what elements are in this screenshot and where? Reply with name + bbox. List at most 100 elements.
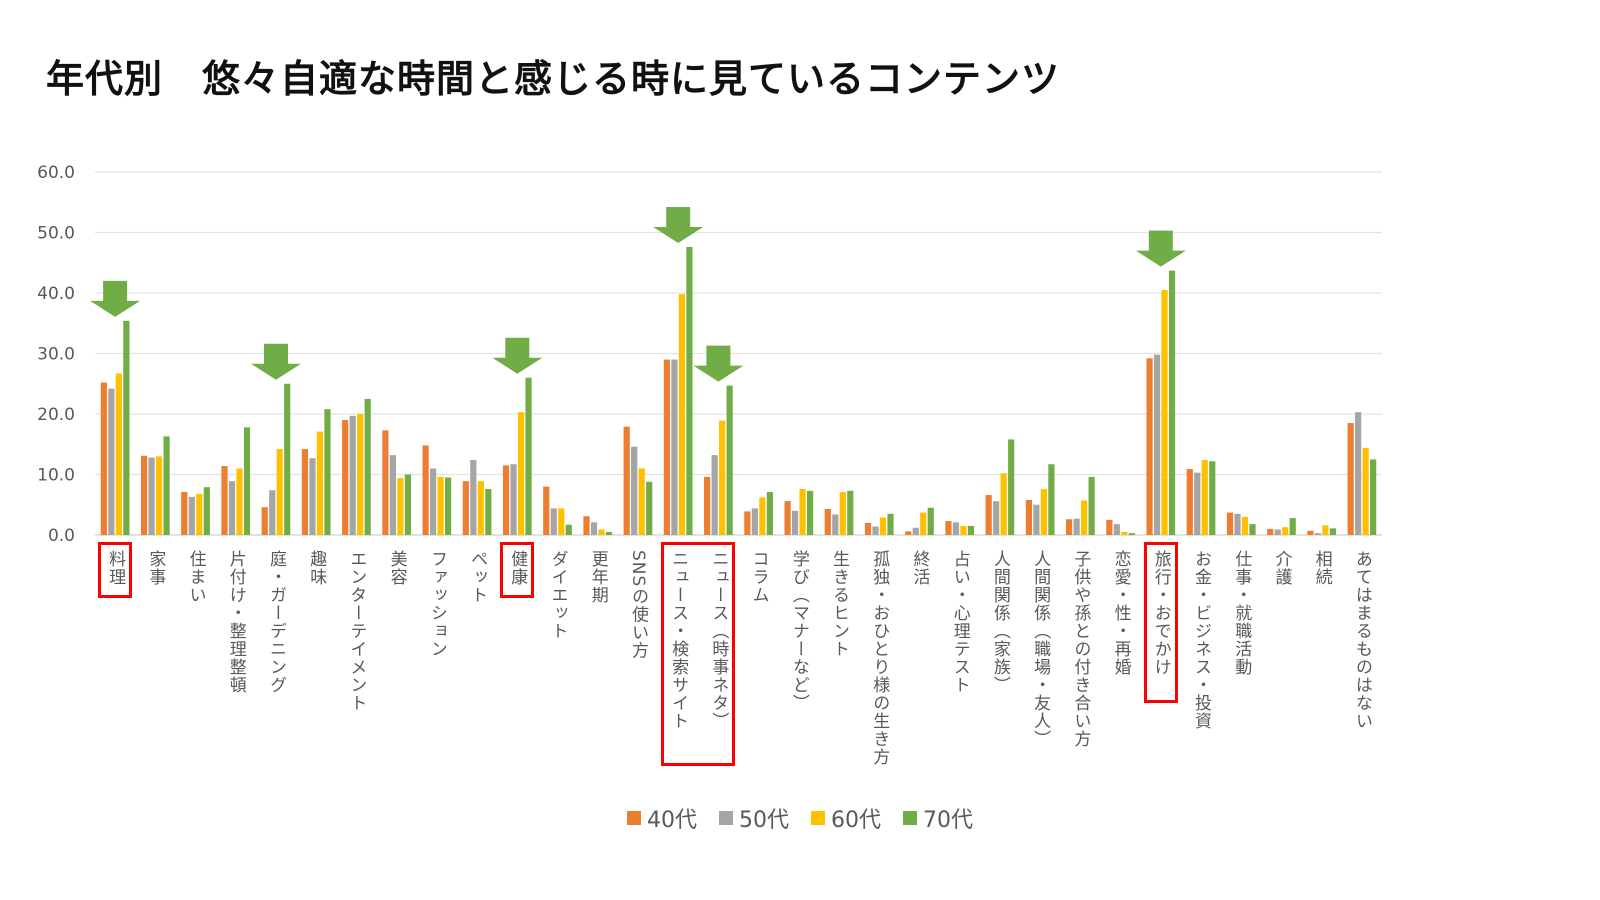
bar-60代-料理 <box>115 373 122 535</box>
bar-70代-生きるヒント <box>847 490 854 535</box>
legend-item: 70代 <box>903 802 973 834</box>
legend-item: 60代 <box>811 802 881 834</box>
bar-40代-介護 <box>1267 528 1274 535</box>
x-tick-label: あてはまるものはない <box>1351 550 1372 730</box>
bar-40代-孤独・おひとり様の生き方 <box>864 522 872 535</box>
bar-70代-終活 <box>927 507 934 535</box>
x-tick-label: 更年期 <box>587 550 608 604</box>
bar-50代-庭・ガーデニング <box>269 490 276 535</box>
bar-50代-ファッション <box>430 468 437 535</box>
bar-70代-健康 <box>525 377 532 535</box>
y-tick-label: 50.0 <box>37 224 75 244</box>
x-tick-label: 学び（マナーなど） <box>788 550 809 712</box>
x-tick-label: 旅行・おでかけ <box>1150 550 1171 676</box>
legend-swatch <box>627 811 641 825</box>
highlight-box <box>500 542 535 598</box>
bar-40代-家事 <box>140 455 148 535</box>
bar-70代-学び（マナーなど） <box>806 490 814 535</box>
highlight-box <box>661 542 736 766</box>
bar-60代-エンターテイメント <box>357 414 364 535</box>
y-tick-label: 0.0 <box>48 526 75 546</box>
legend-swatch <box>811 811 825 825</box>
bar-40代-恋愛・性・再婚 <box>1106 519 1113 535</box>
bar-50代-旅行・おでかけ <box>1153 354 1161 535</box>
bar-70代-旅行・おでかけ <box>1168 270 1176 535</box>
bar-60代-お金・ビジネス・投資 <box>1201 459 1208 535</box>
bar-70代-ペット <box>485 489 492 535</box>
bar-40代-ニュース・検索サイト <box>663 359 671 535</box>
bar-60代-片付け・整理整頓 <box>236 468 243 535</box>
bar-50代-ニュース（時事ネタ） <box>711 455 718 535</box>
x-tick-label: 庭・ガーデニング <box>265 550 286 694</box>
x-tick-label: エンターテイメント <box>346 550 367 712</box>
x-tick-label: 健康 <box>507 550 528 586</box>
y-tick-label: 30.0 <box>37 345 75 365</box>
bar-50代-ニュース・検索サイト <box>671 359 678 535</box>
bar-40代-ペット <box>462 481 469 535</box>
bar-70代-コラム <box>766 492 773 535</box>
x-tick-label: 生きるヒント <box>829 550 850 658</box>
bar-50代-料理 <box>108 388 115 535</box>
bar-70代-ダイエット <box>565 524 572 535</box>
x-tick-label: 片付け・整理整頓 <box>225 550 246 694</box>
bar-70代-ニュース（時事ネタ） <box>726 385 733 535</box>
bar-50代-終活 <box>912 527 919 535</box>
x-tick-label: ファッション <box>426 550 447 658</box>
legend: 40代 50代 60代 70代 <box>0 802 1600 834</box>
down-arrow-icon <box>90 280 141 317</box>
x-tick-label: ニュース・検索サイト <box>668 550 689 730</box>
bar-40代-学び（マナーなど） <box>784 501 791 535</box>
down-arrow-icon <box>653 207 704 244</box>
bar-50代-コラム <box>751 508 758 535</box>
bar-70代-住まい <box>203 487 210 535</box>
bar-40代-仕事・就職活動 <box>1226 512 1234 535</box>
x-tick-label: 相続 <box>1311 550 1332 586</box>
bar-40代-終活 <box>905 531 912 535</box>
bar-50代-更年期 <box>590 522 598 535</box>
bar-40代-庭・ガーデニング <box>261 507 268 535</box>
bar-70代-趣味 <box>324 409 331 535</box>
x-tick-label: SNSの使い方 <box>627 550 648 660</box>
x-tick-label: ニュース（時事ネタ） <box>708 550 729 730</box>
legend-label: 60代 <box>831 808 881 833</box>
y-tick-label: 20.0 <box>37 405 75 425</box>
bar-50代-占い・心理テスト <box>952 522 960 535</box>
bar-40代-相続 <box>1307 530 1314 535</box>
x-tick-label: 人間関係（家族） <box>989 550 1010 694</box>
bar-70代-エンターテイメント <box>364 398 371 535</box>
bar-40代-住まい <box>181 492 188 535</box>
bar-70代-お金・ビジネス・投資 <box>1209 461 1216 535</box>
legend-item: 40代 <box>627 802 697 834</box>
legend-label: 40代 <box>647 808 697 833</box>
bar-60代-住まい <box>196 493 203 535</box>
bar-70代-あてはまるものはない <box>1370 459 1377 535</box>
bar-50代-エンターテイメント <box>349 415 356 535</box>
bar-50代-恋愛・性・再婚 <box>1113 524 1120 535</box>
bar-40代-ニュース（時事ネタ） <box>704 476 711 535</box>
highlight-box <box>98 542 133 598</box>
bar-60代-更年期 <box>598 529 605 535</box>
bar-70代-人間関係（家族） <box>1008 439 1015 535</box>
x-tick-label: 孤独・おひとり様の生き方 <box>869 550 890 766</box>
bar-40代-ダイエット <box>543 486 550 535</box>
bar-60代-相続 <box>1322 525 1329 535</box>
bar-40代-料理 <box>100 382 107 535</box>
bar-50代-お金・ビジネス・投資 <box>1194 472 1201 535</box>
bar-40代-コラム <box>744 511 751 535</box>
bar-40代-人間関係（家族） <box>985 495 992 535</box>
bar-70代-介護 <box>1289 518 1296 535</box>
x-tick-label: 料理 <box>105 550 126 586</box>
bar-60代-SNSの使い方 <box>638 468 645 535</box>
bar-50代-趣味 <box>309 458 316 535</box>
bar-50代-SNSの使い方 <box>631 446 638 535</box>
bar-50代-子供や孫との付き合い方 <box>1073 518 1080 535</box>
bar-70代-料理 <box>123 320 130 535</box>
bar-60代-恋愛・性・再婚 <box>1121 531 1128 535</box>
bar-70代-片付け・整理整頓 <box>243 427 251 535</box>
bar-70代-占い・心理テスト <box>967 525 975 535</box>
x-tick-label: 人間関係（職場・友人） <box>1030 550 1051 748</box>
bar-60代-ペット <box>477 481 484 535</box>
bar-70代-家事 <box>163 436 170 535</box>
x-tick-label: 美容 <box>386 550 407 586</box>
